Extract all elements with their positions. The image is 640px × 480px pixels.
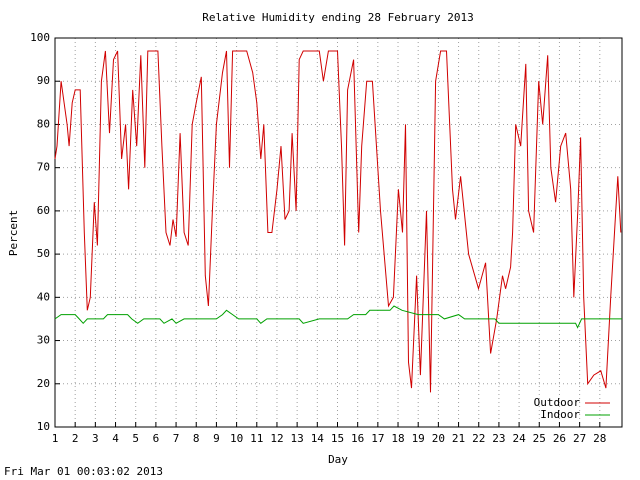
x-tick-label: 16 [351, 432, 364, 445]
y-axis-label: Percent [7, 210, 20, 256]
x-tick-label: 13 [291, 432, 304, 445]
x-tick-label: 21 [452, 432, 465, 445]
x-tick-label: 10 [230, 432, 243, 445]
timestamp: Fri Mar 01 00:03:02 2013 [4, 465, 163, 478]
x-tick-label: 11 [250, 432, 263, 445]
x-tick-label: 12 [270, 432, 283, 445]
x-tick-label: 3 [92, 432, 99, 445]
x-tick-label: 24 [512, 432, 526, 445]
x-tick-label: 18 [391, 432, 404, 445]
y-tick-label: 40 [37, 290, 50, 303]
x-tick-label: 17 [371, 432, 384, 445]
x-tick-label: 1 [52, 432, 59, 445]
y-tick-label: 90 [37, 74, 50, 87]
x-tick-label: 15 [331, 432, 344, 445]
x-tick-label: 22 [472, 432, 485, 445]
x-tick-label: 14 [311, 432, 325, 445]
y-tick-label: 50 [37, 247, 50, 260]
x-tick-label: 23 [492, 432, 505, 445]
series-line [54, 50, 622, 393]
x-tick-label: 5 [132, 432, 139, 445]
legend-label: Indoor [540, 408, 580, 421]
series-line [54, 305, 622, 329]
x-tick-label: 19 [412, 432, 425, 445]
x-tick-label: 8 [193, 432, 200, 445]
x-tick-label: 9 [213, 432, 220, 445]
legend-label: Outdoor [534, 396, 581, 409]
y-tick-label: 30 [37, 334, 50, 347]
y-tick-label: 10 [37, 420, 50, 433]
x-tick-label: 27 [573, 432, 586, 445]
x-axis-label: Day [328, 453, 348, 466]
y-tick-label: 20 [37, 377, 50, 390]
x-tick-label: 7 [173, 432, 180, 445]
x-tick-label: 4 [112, 432, 119, 445]
plot-border [54, 37, 623, 428]
x-tick-label: 2 [72, 432, 79, 445]
x-tick-label: 6 [153, 432, 160, 445]
x-tick-label: 26 [553, 432, 566, 445]
y-tick-label: 70 [37, 161, 50, 174]
y-tick-label: 100 [30, 31, 50, 44]
x-tick-label: 28 [593, 432, 606, 445]
y-tick-label: 80 [37, 117, 50, 130]
x-tick-label: 20 [432, 432, 445, 445]
chart-title: Relative Humidity ending 28 February 201… [202, 11, 474, 24]
y-tick-label: 60 [37, 204, 50, 217]
x-tick-label: 25 [533, 432, 546, 445]
